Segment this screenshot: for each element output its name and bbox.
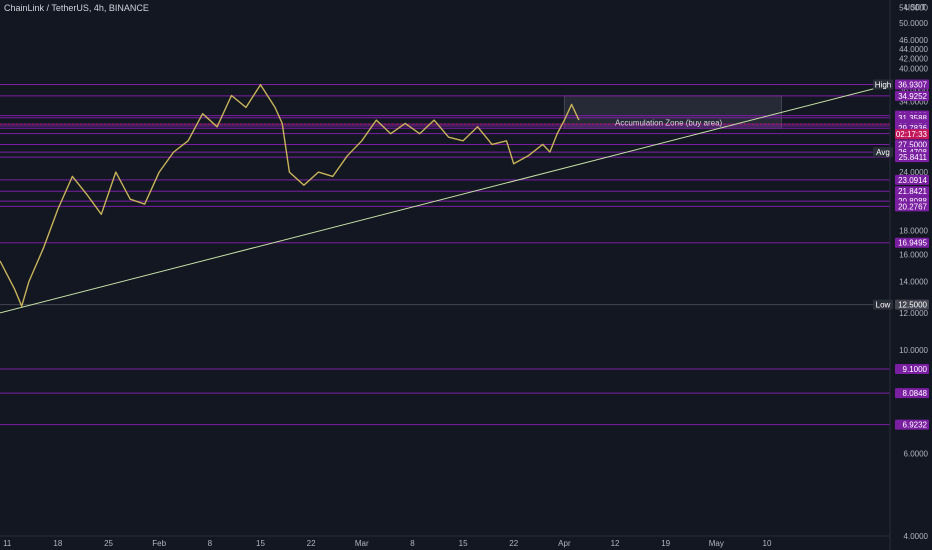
price-labels-layer: 36.9307High34.925231.682231.358830.40003…: [873, 79, 929, 430]
price-tick-label: 12.0000: [899, 309, 928, 318]
time-tick-label: 10: [763, 539, 772, 548]
time-tick-label: Mar: [355, 539, 369, 548]
price-tick-label: 10.0000: [899, 346, 928, 355]
level-price-label: 34.9252: [898, 92, 927, 101]
level-price-label: 8.0848: [903, 389, 928, 398]
price-tick-label: 16.0000: [899, 250, 928, 259]
level-price-label-box: [895, 388, 929, 399]
price-layer: [0, 83, 580, 307]
time-tick-label: 8: [208, 539, 213, 548]
price-tick-label: 24.0000: [899, 168, 928, 177]
time-tick-label: 8: [410, 539, 415, 548]
level-price-label: 36.9307: [898, 81, 927, 90]
level-price-label-box: [895, 139, 929, 150]
price-tick-label: 34.0000: [899, 97, 928, 106]
time-axis[interactable]: 11 18 25 Feb 8 15 22 Mar 8 15 22 Apr 12 19 May 10: [3, 539, 772, 548]
level-price-label-box: [895, 152, 929, 163]
time-tick-label: 15: [459, 539, 468, 548]
range-box: [563, 95, 782, 129]
price-tick-label: 6.0000: [904, 450, 929, 459]
time-tick-label: 19: [661, 539, 670, 548]
currency-label: USDT: [904, 3, 926, 12]
time-tick-label: 25: [104, 539, 113, 548]
level-price-label-box: [895, 364, 929, 375]
level-price-label-box: [895, 201, 929, 212]
time-tick-label: 12: [611, 539, 620, 548]
price-tick-label: 50.0000: [899, 19, 928, 28]
countdown-label: 02:17:33: [896, 130, 928, 139]
level-price-label: 27.5000: [898, 140, 927, 149]
price-tick-label: 36.0000: [899, 86, 928, 95]
level-price-label: 6.9232: [903, 421, 928, 430]
price-tick-label: 40.0000: [899, 64, 928, 73]
time-tick-label: Feb: [152, 539, 166, 548]
price-tick-label: 46.0000: [899, 36, 928, 45]
annotation-label: Accumulation Zone (buy area): [615, 118, 723, 127]
level-note-box: [873, 147, 893, 158]
trend-line: [0, 84, 891, 314]
level-note-label: High: [875, 81, 891, 90]
level-price-label: 9.1000: [903, 365, 928, 374]
price-axis[interactable]: 54.0000 50.0000 46.000044.000042.000040.00…: [899, 3, 928, 541]
countdown-label-box: [895, 129, 929, 140]
price-tick-label: 18.0000: [899, 227, 928, 236]
time-tick-label: 22: [509, 539, 518, 548]
levels-layer: [0, 84, 890, 426]
level-price-label-box: [895, 299, 929, 310]
chart-title: ChainLink / TetherUS, 4h, BINANCE: [4, 3, 149, 13]
level-price-label: 23.0914: [898, 176, 927, 185]
time-tick-label: May: [709, 539, 724, 548]
level-price-label-box: [895, 90, 929, 101]
time-tick-label: 18: [53, 539, 62, 548]
level-price-label: 31.3588: [898, 114, 927, 123]
level-price-label: 20.2767: [898, 202, 927, 211]
level-note-label: Avg: [876, 148, 890, 157]
annotation-layer: Accumulation Zone (buy area): [615, 118, 723, 127]
time-tick-label: Apr: [558, 539, 571, 548]
level-price-label: 12.5000: [898, 301, 927, 310]
trendline-layer: [0, 84, 891, 314]
time-tick-label: 22: [307, 539, 316, 548]
price-tick-label: 4.0000: [904, 532, 929, 541]
level-note-box: [873, 299, 893, 310]
time-tick-label: 11: [3, 539, 12, 548]
level-price-label-box: [895, 237, 929, 248]
price-tick-label: 14.0000: [899, 278, 928, 287]
level-price-label-box: [895, 419, 929, 430]
level-price-label: 16.9495: [898, 239, 927, 248]
level-note-label: Low: [876, 301, 891, 310]
price-series: [0, 83, 580, 307]
level-price-label-box: [895, 186, 929, 197]
level-note-box: [873, 79, 893, 90]
price-tick-label: 54.0000: [899, 3, 928, 12]
price-tick-label: 44.0000: [899, 45, 928, 54]
level-price-label-box: [895, 174, 929, 185]
time-tick-label: 15: [256, 539, 265, 548]
level-price-label: 25.8411: [899, 153, 928, 162]
zone-layer: [563, 95, 782, 129]
price-tick-label: 42.0000: [899, 54, 928, 63]
level-price-label: 21.8421: [898, 187, 927, 196]
level-price-label-box: [895, 79, 929, 90]
